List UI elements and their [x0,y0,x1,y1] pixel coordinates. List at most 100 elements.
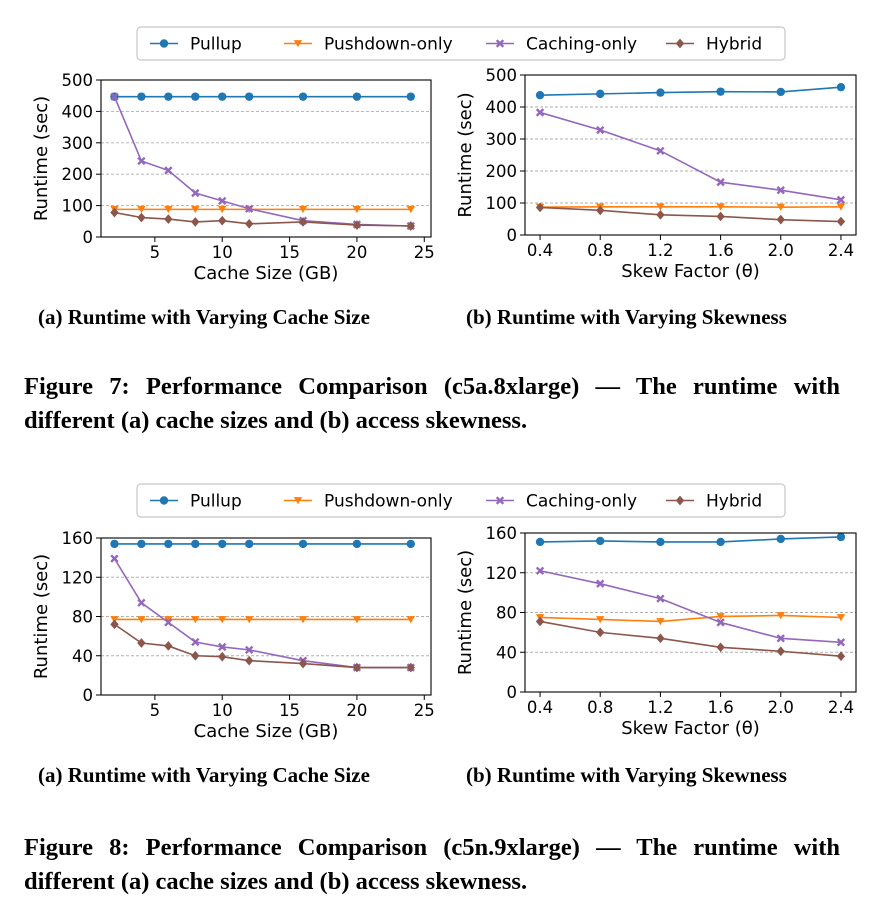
data-point-pullup [218,539,227,549]
x-tick-label: 1.2 [647,698,673,717]
data-point-pushdown-only [298,206,308,214]
data-point-caching-only [656,146,665,155]
data-point-caching-only [191,637,200,647]
data-point-pullup [836,82,846,92]
data-point-hybrid [535,616,545,627]
y-tick-label: 200 [62,165,94,184]
y-tick-label: 160 [62,529,94,548]
legend-label-pushdown-only: Pushdown-only [324,492,453,512]
data-point-hybrid [110,619,119,630]
x-tick-label: 2.0 [768,698,794,717]
x-tick-label: 0.4 [527,241,553,260]
data-point-caching-only [716,618,725,627]
data-point-pushdown-only [776,203,785,211]
y-tick-label: 400 [486,98,518,117]
data-point-pullup [352,539,362,549]
data-point-hybrid [352,662,362,673]
y-axis-label: Runtime (sec) [31,96,52,221]
plot-frame [524,74,857,236]
y-axis-label: Runtime (sec) [455,92,476,217]
y-tick-label: 0 [507,226,518,245]
x-tick-label: 10 [212,701,233,720]
legend-label-caching-only: Caching-only [526,492,637,512]
legend-label-pullup: Pullup [190,492,242,512]
y-tick-label: 0 [507,683,518,702]
data-point-hybrid [406,662,415,673]
x-tick-label: 5 [150,701,161,720]
data-point-caching-only [836,195,846,204]
fig7-caption: Figure 7: Performance Comparison (c5a.8x… [24,373,840,434]
data-point-pushdown-only [656,618,665,626]
data-point-pushdown-only [218,616,227,624]
x-axis-label: Skew Factor (θ) [621,718,760,739]
data-point-pushdown-only [716,613,725,621]
data-point-hybrid [836,651,846,662]
data-point-hybrid [596,627,605,638]
fig8-subcaption-b: (b) Runtime with Varying Skewness [466,763,787,787]
series-line-caching-only [539,111,842,201]
data-point-hybrid [596,205,605,216]
data-point-hybrid [137,212,146,223]
x-tick-label: 2.4 [828,698,854,717]
data-point-caching-only [535,566,545,575]
data-point-pullup [716,87,725,96]
x-tick-label: 2.4 [828,241,854,260]
data-point-pushdown-only [406,616,415,624]
data-point-pullup [191,539,200,549]
series-line-pullup [540,536,841,543]
x-tick-label: 25 [414,243,435,262]
series-line-caching-only [113,96,411,227]
data-point-pullup [244,92,254,101]
data-point-hybrid [191,650,200,661]
legend-label-pullup: Pullup [190,35,242,55]
data-point-pushdown-only [164,206,173,214]
data-point-pullup [535,537,545,547]
y-tick-label: 300 [486,130,518,149]
data-point-pullup [298,539,308,549]
legend-box [136,483,786,518]
data-point-pullup [298,92,308,101]
data-point-hybrid [716,211,725,222]
series-line-pullup [540,86,842,96]
data-point-pullup [137,539,146,549]
series-line-pushdown-only [540,614,841,623]
legend-marker-pullup [159,496,169,505]
x-tick-label: 0.8 [587,241,613,260]
y-axis-label: Runtime (sec) [31,554,52,679]
legend-box [136,26,786,61]
x-axis-label: Skew Factor (θ) [621,261,760,282]
data-point-pullup [137,92,146,101]
data-point-caching-only [776,634,785,643]
chart-fig7-b: 0 100 200 300 400 500 0.4 0.8 1.2 1.6 2.0 2.4 Skew F… [455,66,857,282]
data-point-caching-only [218,642,227,652]
x-tick-label: 25 [414,701,435,720]
data-point-hybrid [535,202,545,213]
y-tick-label: 400 [62,102,94,121]
data-point-pushdown-only [191,206,200,214]
y-tick-label: 40 [72,647,93,666]
x-tick-label: 1.6 [707,241,733,260]
y-tick-label: 0 [83,686,94,705]
data-point-pullup [110,539,119,549]
x-tick-label: 2.0 [768,241,794,260]
data-point-hybrid [776,214,785,225]
data-point-hybrid [244,218,254,229]
fig8-caption: Figure 8: Performance Comparison (c5n.9x… [24,834,840,895]
x-axis-label: Cache Size (GB) [194,721,339,742]
data-point-pullup [776,534,785,544]
data-point-hybrid [137,638,146,648]
legend-label-hybrid: Hybrid [706,492,762,512]
fig7-subcaption-a: (a) Runtime with Varying Cache Size [38,305,370,329]
data-point-caching-only [535,108,545,117]
data-point-caching-only [716,178,725,187]
data-point-pullup [836,532,846,542]
data-point-pullup [164,539,173,549]
series-line-hybrid [539,620,842,658]
fig8-subcaption-a: (a) Runtime with Varying Cache Size [38,763,370,787]
x-tick-label: 15 [279,243,300,262]
y-tick-label: 100 [62,197,94,216]
data-point-pullup [535,90,545,100]
series-line-hybrid [540,206,841,223]
data-point-pullup [191,92,200,101]
y-tick-label: 120 [62,568,94,587]
